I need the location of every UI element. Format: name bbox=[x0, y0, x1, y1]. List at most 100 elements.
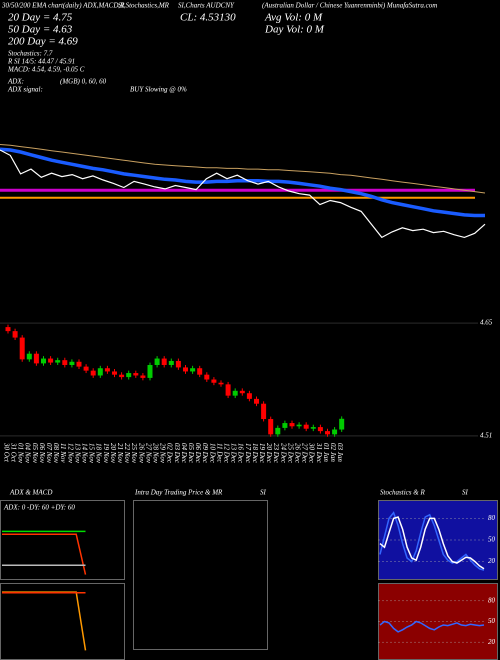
x-tick-label: 24 Dec bbox=[279, 443, 287, 464]
candle-body bbox=[339, 418, 345, 430]
x-tick-label: 28 Nov bbox=[151, 443, 159, 464]
day-volume: Day Vol: 0 M bbox=[264, 24, 325, 36]
x-tick-label: 27 Nov bbox=[144, 443, 152, 464]
candle-body bbox=[296, 424, 302, 427]
x-tick-label: 10 Dec bbox=[208, 443, 216, 464]
candle-body bbox=[275, 427, 281, 435]
adx-signal: BUY Slowing @ 0% bbox=[130, 86, 187, 94]
x-tick-label: 03 Jan bbox=[336, 443, 344, 462]
x-tick-label: 30 Dec bbox=[308, 442, 316, 464]
panel bbox=[0, 500, 125, 580]
line-series bbox=[379, 511, 485, 571]
candle-body bbox=[48, 358, 54, 363]
stat: R SI 14/5: 44.47 / 45.91 bbox=[7, 58, 75, 66]
x-tick-label: 11 Nov bbox=[59, 443, 67, 463]
candle-body bbox=[261, 403, 267, 420]
x-tick-label: 21 Nov bbox=[116, 443, 124, 464]
candle-body bbox=[325, 431, 330, 435]
x-tick-label: 20 Nov bbox=[109, 443, 117, 464]
x-tick-label: 06 Nov bbox=[38, 443, 46, 464]
x-tick-label: 31 Oct bbox=[9, 442, 17, 463]
panel-title: SI bbox=[462, 489, 469, 497]
panel bbox=[133, 500, 268, 650]
candle-body bbox=[133, 373, 139, 376]
candle-body bbox=[5, 327, 11, 332]
panel-title: ADX & MACD bbox=[9, 489, 52, 497]
y-tick-label: 50 bbox=[488, 536, 496, 544]
candle-body bbox=[175, 360, 181, 368]
x-tick-label: 31 Dec bbox=[315, 442, 323, 464]
candle-body bbox=[317, 427, 323, 432]
line-series bbox=[0, 147, 485, 218]
panel-title: Intra Day Trading Price & MR bbox=[134, 489, 223, 497]
stat: MACD: 4.54, 4.59, -0.05 C bbox=[7, 66, 85, 74]
candle-body bbox=[140, 375, 146, 378]
x-tick-label: 11 Dec bbox=[215, 443, 223, 463]
stat: Stochastics: 7.7 bbox=[8, 50, 53, 58]
candle-body bbox=[218, 382, 224, 385]
x-tick-label: 18 Dec bbox=[251, 443, 259, 464]
x-tick-label: 23 Dec bbox=[272, 443, 280, 464]
y-tick-label: 4.51 bbox=[480, 432, 492, 440]
candle-body bbox=[97, 368, 103, 376]
x-tick-label: 01 Jan bbox=[322, 443, 330, 462]
x-tick-label: 17 Dec bbox=[244, 443, 252, 464]
x-tick-label: 05 Nov bbox=[31, 443, 39, 464]
candle-body bbox=[254, 398, 259, 404]
x-tick-label: 07 Nov bbox=[45, 443, 53, 464]
avg-volume: Avg Vol: 0 M bbox=[264, 12, 323, 24]
candle-body bbox=[332, 429, 338, 435]
panel-title: SI bbox=[260, 489, 267, 497]
candle-body bbox=[246, 393, 252, 399]
x-tick-label: 03 Dec bbox=[173, 443, 181, 464]
x-tick-label: 09 Dec bbox=[201, 443, 209, 464]
stat: 20 Day = 4.75 bbox=[8, 12, 73, 24]
stat: 50 Day = 4.63 bbox=[8, 24, 73, 36]
y-tick-label: 4.65 bbox=[480, 319, 493, 327]
close-price: CL: 4.53130 bbox=[180, 12, 236, 24]
candle-body bbox=[76, 361, 82, 367]
x-tick-label: 12 Dec bbox=[222, 443, 230, 464]
y-tick-label: 20 bbox=[488, 557, 496, 565]
title-part: (Australian Dollar / Chinese Yuanrenminb… bbox=[262, 2, 437, 10]
x-tick-label: 20 Dec bbox=[265, 443, 273, 464]
x-tick-label: 04 Nov bbox=[24, 443, 32, 464]
y-tick-label: 80 bbox=[488, 514, 496, 522]
candle-body bbox=[126, 373, 132, 378]
x-tick-label: 29 Nov bbox=[159, 443, 167, 464]
x-tick-label: 30 Oct bbox=[2, 442, 10, 463]
candle-body bbox=[83, 366, 89, 371]
panel bbox=[0, 583, 125, 660]
title-part: 30/50/200 EMA chart(daily) ADX,MACD,R bbox=[1, 2, 125, 10]
line-series bbox=[0, 144, 486, 194]
y-tick-label: 20 bbox=[488, 638, 496, 646]
x-tick-label: 04 Dec bbox=[180, 443, 188, 464]
x-tick-label: 05 Dec bbox=[187, 443, 195, 464]
x-tick-label: 12 Nov bbox=[66, 443, 74, 464]
panel-title: Stochastics & R bbox=[380, 489, 425, 497]
candle-body bbox=[119, 374, 125, 378]
x-tick-label: 14 Nov bbox=[80, 443, 88, 464]
candle-body bbox=[33, 353, 39, 364]
x-tick-label: 06 Dec bbox=[194, 443, 202, 464]
candle-body bbox=[12, 331, 18, 338]
candle-body bbox=[154, 358, 160, 365]
x-tick-label: 18 Nov bbox=[95, 443, 103, 464]
candle-body bbox=[232, 390, 238, 396]
x-tick-label: 19 Nov bbox=[102, 443, 110, 464]
candle-body bbox=[204, 374, 210, 380]
candle-body bbox=[161, 358, 167, 365]
adx-label: ADX: bbox=[7, 78, 24, 86]
line-series bbox=[2, 533, 87, 575]
y-tick-label: 50 bbox=[488, 617, 496, 625]
x-tick-label: 25 Nov bbox=[130, 443, 138, 464]
x-tick-label: 25 Dec bbox=[286, 443, 294, 464]
candle-body bbox=[69, 361, 75, 365]
candle-body bbox=[183, 367, 188, 372]
x-tick-label: 08 Nov bbox=[52, 443, 60, 464]
x-tick-label: 16 Dec bbox=[237, 443, 245, 464]
x-tick-label: 02 Jan bbox=[329, 443, 337, 462]
x-tick-label: 15 Nov bbox=[88, 443, 96, 464]
x-tick-label: 26 Dec bbox=[293, 443, 301, 464]
